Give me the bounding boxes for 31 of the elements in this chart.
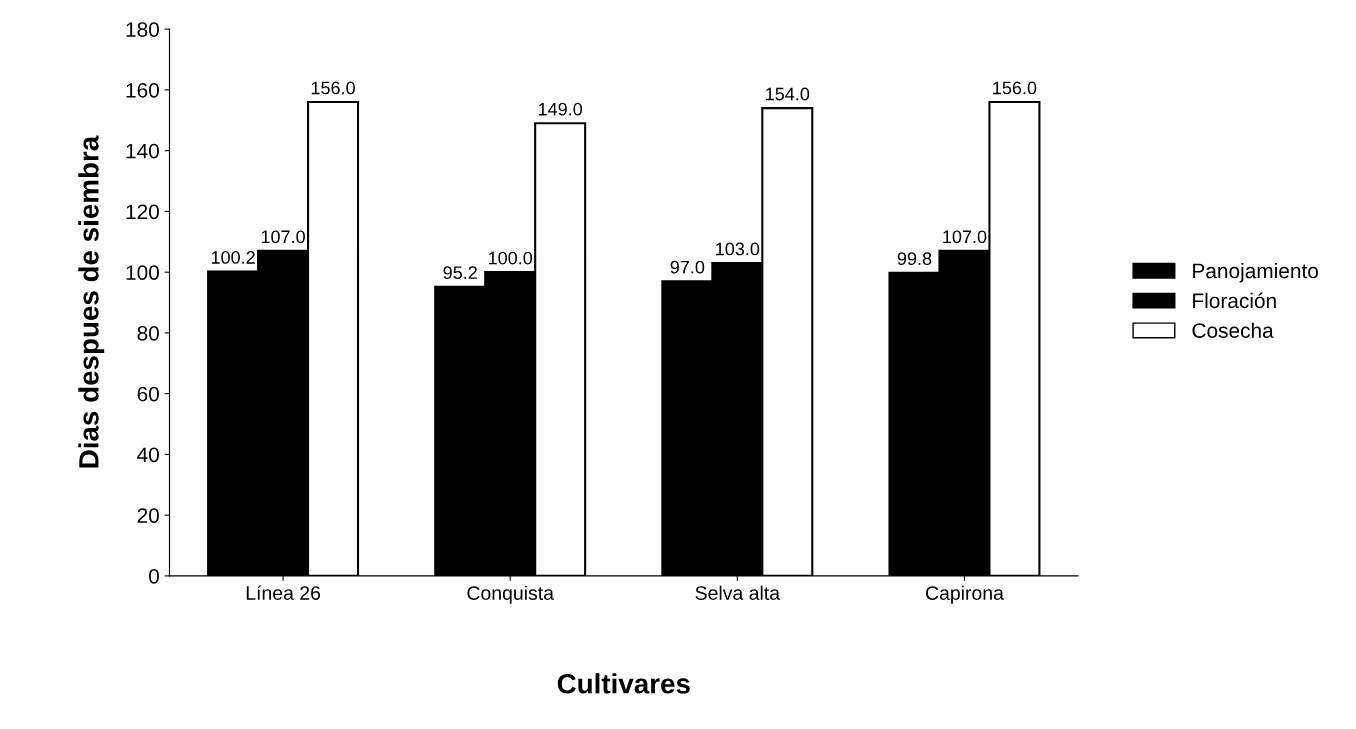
data-label: 103.0 xyxy=(716,242,760,256)
data-label: 156.0 xyxy=(993,81,1037,95)
legend-label: Cosecha xyxy=(1192,322,1274,338)
y-tick-label: 140 xyxy=(126,143,159,159)
y-axis-title: Dias despues de siembra xyxy=(78,135,105,468)
data-label: 97.0 xyxy=(670,260,705,274)
legend-label: Floración xyxy=(1193,292,1276,309)
x-tick-label: Línea 26 xyxy=(246,585,321,600)
y-tick-label: 80 xyxy=(137,325,159,341)
y-tick-label: 40 xyxy=(137,447,159,463)
y-tick-label: 180 xyxy=(126,22,159,37)
x-axis-title: Cultivares xyxy=(557,673,690,694)
x-tick-label: Conquista xyxy=(467,585,554,604)
y-tick-label: 20 xyxy=(137,508,159,523)
data-label: 107.0 xyxy=(261,230,305,244)
x-tick-label: Selva alta xyxy=(695,585,781,600)
y-tick-label: 60 xyxy=(137,386,159,402)
data-label: 95.2 xyxy=(443,266,477,279)
y-tick-label: 100 xyxy=(126,265,159,280)
data-label: 100.0 xyxy=(488,251,533,265)
y-tick-label: 120 xyxy=(126,204,159,220)
data-label: 100.2 xyxy=(211,251,255,264)
data-label: 99.8 xyxy=(897,252,932,266)
y-tick-label: 0 xyxy=(149,568,159,584)
x-tick-label: Capirona xyxy=(925,585,1004,604)
data-label: 156.0 xyxy=(311,81,355,95)
data-label: 149.0 xyxy=(538,102,583,116)
legend-label: Panojamiento xyxy=(1193,262,1318,283)
data-label: 107.0 xyxy=(943,230,987,244)
data-label: 154.0 xyxy=(766,87,810,101)
y-tick-label: 160 xyxy=(126,82,159,98)
